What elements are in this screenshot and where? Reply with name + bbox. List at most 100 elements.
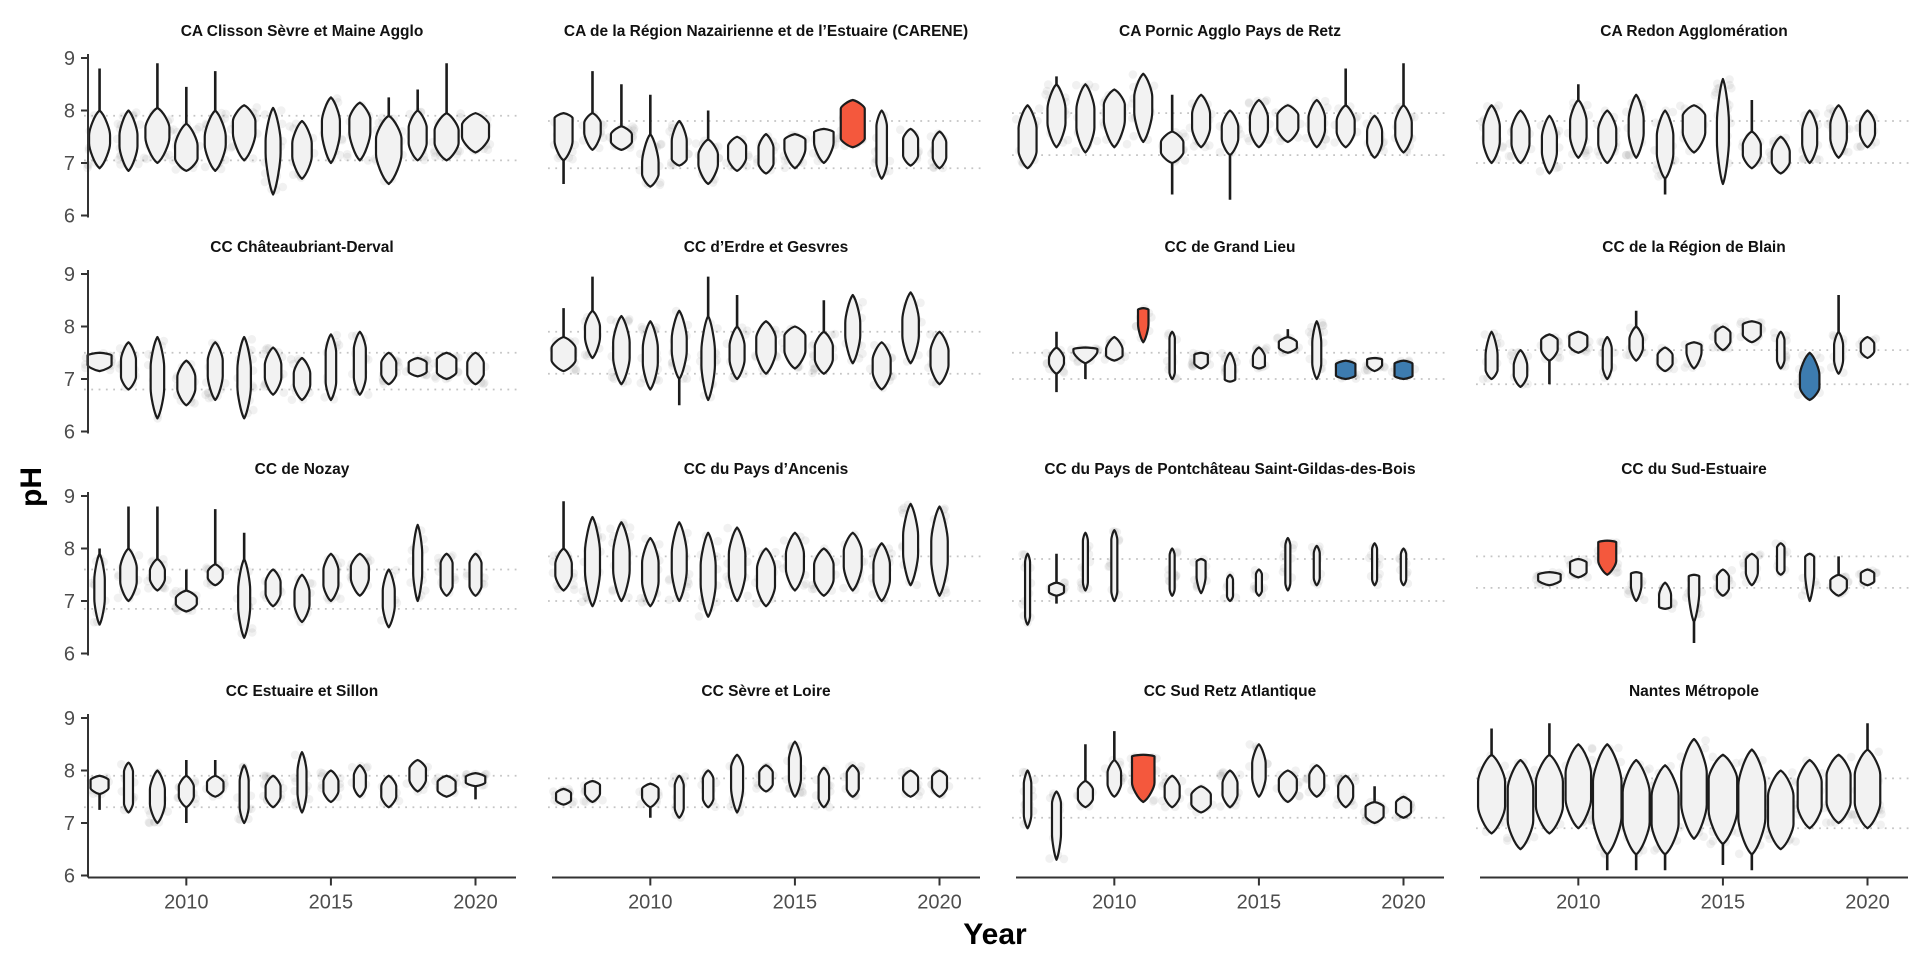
data-point bbox=[858, 349, 867, 359]
data-point bbox=[1848, 810, 1857, 819]
violin bbox=[930, 769, 949, 798]
data-point bbox=[1179, 129, 1188, 138]
data-point bbox=[277, 119, 287, 129]
jitter-points bbox=[549, 100, 948, 190]
data-point bbox=[1480, 330, 1490, 339]
violin bbox=[1399, 547, 1408, 587]
violin bbox=[583, 309, 602, 360]
violin bbox=[144, 106, 171, 165]
violin bbox=[293, 573, 311, 624]
violin bbox=[640, 133, 660, 188]
data-point bbox=[779, 536, 789, 545]
data-point bbox=[134, 159, 143, 169]
data-point bbox=[287, 395, 297, 405]
facet-panel: CC du Sud-Estuaire bbox=[1476, 461, 1912, 643]
jitter-points bbox=[81, 330, 490, 423]
violin bbox=[1223, 351, 1237, 383]
violin bbox=[1829, 573, 1848, 597]
violin bbox=[1715, 77, 1731, 186]
data-point bbox=[1504, 151, 1514, 161]
data-point bbox=[332, 94, 342, 103]
data-point bbox=[899, 503, 909, 513]
data-point bbox=[1319, 327, 1329, 337]
facet-title: CC du Sud-Estuaire bbox=[1621, 461, 1767, 478]
data-point bbox=[568, 154, 577, 164]
violin bbox=[435, 351, 458, 381]
data-point bbox=[1825, 104, 1835, 113]
data-point bbox=[1700, 743, 1710, 753]
violin bbox=[1510, 109, 1531, 165]
violin-highlighted bbox=[1597, 539, 1618, 576]
violin bbox=[1168, 547, 1176, 597]
y-tick-label: 9 bbox=[64, 264, 75, 286]
data-point bbox=[249, 405, 258, 415]
data-point bbox=[1216, 769, 1225, 779]
violin bbox=[784, 531, 806, 592]
data-point bbox=[801, 536, 810, 545]
data-point bbox=[334, 340, 344, 350]
data-point bbox=[636, 593, 646, 603]
data-point bbox=[248, 154, 258, 163]
data-point bbox=[336, 594, 345, 604]
data-point bbox=[145, 818, 154, 828]
data-point bbox=[1621, 150, 1631, 160]
data-point bbox=[629, 124, 639, 133]
data-point bbox=[1612, 568, 1621, 578]
violin bbox=[901, 291, 920, 365]
data-point bbox=[1189, 142, 1199, 151]
violin bbox=[812, 127, 835, 165]
data-point bbox=[1614, 743, 1623, 753]
jitter-points bbox=[1018, 527, 1413, 628]
facet-title: CA Pornic Agglo Pays de Retz bbox=[1119, 23, 1341, 40]
data-point bbox=[279, 388, 289, 397]
violin bbox=[1284, 536, 1292, 592]
violin bbox=[1023, 552, 1032, 626]
violin bbox=[1277, 769, 1298, 804]
data-point bbox=[1244, 136, 1254, 146]
data-point bbox=[571, 364, 580, 374]
data-point bbox=[1711, 88, 1720, 97]
violin bbox=[641, 320, 659, 391]
facet-panel: CC de la Région de Blain bbox=[1476, 239, 1912, 402]
data-point bbox=[221, 109, 230, 119]
violin bbox=[1277, 335, 1298, 354]
data-point bbox=[799, 581, 809, 590]
violin bbox=[324, 333, 338, 402]
data-point bbox=[139, 153, 149, 163]
x-tick-label: 2020 bbox=[1845, 892, 1890, 914]
violin bbox=[149, 335, 166, 420]
violin bbox=[292, 356, 312, 402]
data-point bbox=[363, 762, 372, 772]
violin bbox=[322, 769, 340, 804]
violin bbox=[1629, 571, 1643, 603]
facet-title: CA Clisson Sèvre et Maine Agglo bbox=[181, 23, 424, 40]
data-point bbox=[1530, 765, 1539, 775]
data-point bbox=[1042, 86, 1052, 96]
violin bbox=[871, 341, 892, 391]
violin bbox=[1106, 758, 1123, 798]
violin bbox=[1190, 785, 1212, 814]
data-point bbox=[680, 772, 690, 781]
violin bbox=[1110, 529, 1119, 603]
violin bbox=[1801, 109, 1819, 165]
violin bbox=[929, 330, 950, 386]
data-point bbox=[912, 580, 922, 590]
violin bbox=[1829, 104, 1848, 159]
violin bbox=[1796, 758, 1823, 830]
violin bbox=[1075, 83, 1096, 154]
data-point bbox=[1503, 833, 1512, 843]
facet-title: CC du Pays d’Ancenis bbox=[684, 461, 849, 478]
violin bbox=[1370, 542, 1379, 587]
data-point bbox=[391, 565, 401, 575]
facet-panel: CC Sèvre et Loire 2010 2015 2020 bbox=[548, 683, 984, 914]
data-point bbox=[752, 784, 761, 793]
data-point bbox=[638, 325, 647, 334]
violin bbox=[1072, 346, 1099, 365]
data-point bbox=[278, 182, 288, 192]
jitter-points bbox=[549, 741, 954, 822]
violin bbox=[1168, 330, 1176, 381]
data-point bbox=[578, 597, 587, 607]
data-point bbox=[1215, 148, 1225, 157]
violin bbox=[1591, 743, 1623, 856]
